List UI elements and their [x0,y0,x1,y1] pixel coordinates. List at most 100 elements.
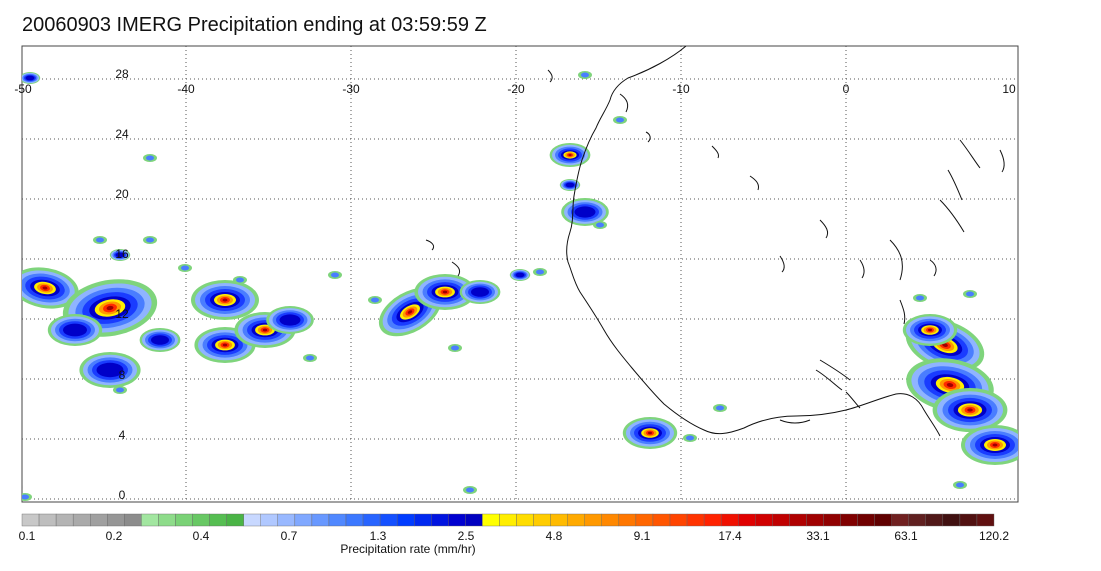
legend-tick-label: 1.3 [369,529,387,543]
color-bar-swatch [908,513,926,527]
lat-label: 4 [119,428,126,442]
color-bar-swatch [703,513,722,527]
color-bar-swatch [158,513,176,527]
precip-cell [992,443,998,447]
color-bar-swatch [328,513,347,527]
precip-cell [42,286,48,290]
color-bar-swatch [294,513,313,527]
precip-cell [262,328,268,332]
precip-cell [106,305,114,311]
precip-cell [115,252,125,258]
color-bar-swatch [90,513,108,527]
precip-cell [471,287,489,297]
legend-tick-label: 33.1 [806,529,830,543]
lat-label: 24 [115,127,129,141]
legend-tick-label: 4.8 [545,529,563,543]
precip-cell [96,237,104,243]
precip-cell [222,343,228,347]
color-bar-swatch [21,513,40,527]
color-bar-swatch [720,513,739,527]
precip-cell [331,272,339,278]
color-bar-swatch [567,513,585,527]
color-bar-swatch [686,513,705,527]
lat-label: 28 [115,67,129,81]
legend-tick-label: 0.4 [192,529,210,543]
latitude-labels: 28 24 20 16 12 8 4 0 [115,67,129,502]
color-bar-swatch [652,513,671,527]
color-bar-swatch [789,513,807,527]
legend-tick-label: 0.2 [105,529,123,543]
color-bar-swatch [823,513,841,527]
color-bar-swatch [840,513,858,527]
precip-cell [451,345,459,351]
color-bar-swatch [738,513,756,527]
precip-cell [442,290,448,294]
color-bar-swatch [243,513,261,527]
color-bar-swatch [755,513,773,527]
precip-cell [596,222,604,228]
color-bar-swatch [806,513,824,527]
precip-cell [25,75,35,81]
color-bar-swatch [396,513,415,527]
precip-cell [648,431,652,435]
precip-cell [63,323,87,337]
lat-label: 20 [115,187,129,201]
precip-cell [151,335,169,345]
precip-cell [515,272,525,278]
precip-cell [96,362,124,378]
color-bar-swatch [942,513,961,527]
lon-label: -10 [672,82,690,96]
coastline [22,46,1005,489]
precip-cell [565,182,575,188]
precip-cell [942,343,948,347]
precip-cell [466,487,474,493]
color-bar-swatch [38,513,57,527]
color-bar-swatch [345,513,364,527]
color-bar-swatch [362,513,381,527]
legend-tick-label: 0.1 [18,529,36,543]
precip-cell [279,314,301,326]
legend-tick-label: 17.4 [718,529,742,543]
color-bar-swatch [448,513,466,527]
color-bar-swatch [772,513,790,527]
color-bar-swatch [465,513,483,527]
lat-label: 16 [115,247,129,261]
longitude-labels: -50 -40 -30 -20 -10 0 10 [14,82,1016,96]
precip-cell [22,494,29,500]
precip-cell [146,237,154,243]
precip-cell [928,328,932,332]
color-bar-swatch [976,513,995,527]
color-bar-swatch [959,513,978,527]
lat-label: 0 [119,488,126,502]
lon-label: -50 [14,82,32,96]
precip-cell [146,155,154,161]
precip-cell [236,277,244,283]
color-bar-swatch [55,513,74,527]
precip-cell [946,382,954,388]
color-bar-swatch [414,513,432,527]
color-bar-swatch [72,513,91,527]
precip-cell [967,408,973,412]
precip-cell [116,387,124,393]
lon-label: -20 [507,82,525,96]
color-bar-swatch [601,513,620,527]
precip-cell [181,265,189,271]
precip-cell [407,310,413,314]
legend-title: Precipitation rate (mm/hr) [340,542,476,556]
color-bar-swatch [874,513,892,527]
legend-tick-label: 2.5 [457,529,475,543]
precipitation-field [22,71,1018,501]
lon-label: 0 [843,82,850,96]
precip-cell [916,295,924,301]
color-bar-swatch [277,513,296,527]
color-bar-swatch [209,513,227,527]
lon-label: -40 [177,82,195,96]
lon-label: 10 [1002,82,1016,96]
color-bar-swatch [891,513,909,527]
color-bar-swatch [669,513,688,527]
color-bar-swatch [260,513,278,527]
color-bar-swatch [550,513,568,527]
color-bar-swatch [584,513,602,527]
legend-tick-label: 63.1 [894,529,918,543]
